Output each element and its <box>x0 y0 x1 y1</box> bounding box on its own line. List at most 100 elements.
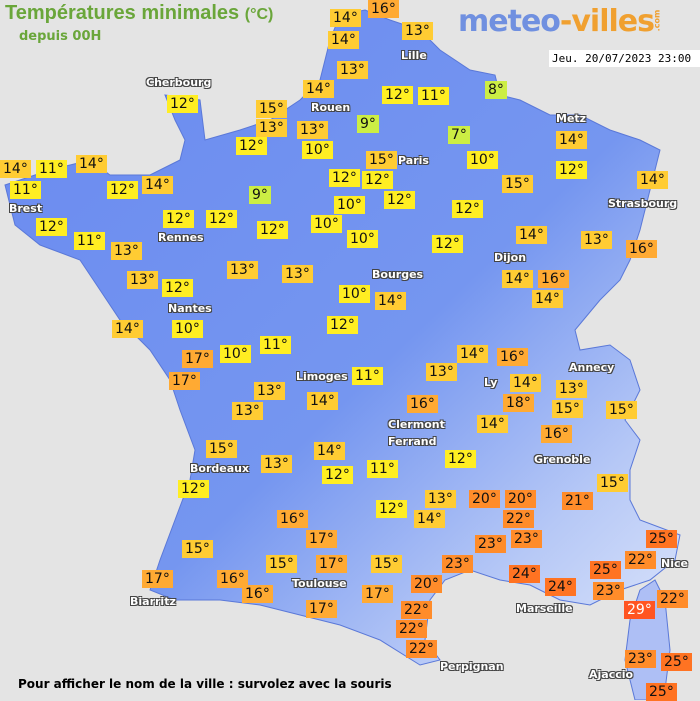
temperature-label[interactable]: 13° <box>556 380 587 398</box>
city-label[interactable]: Grenoble <box>534 453 591 466</box>
temperature-label[interactable]: 15° <box>502 175 533 193</box>
temperature-label[interactable]: 13° <box>227 261 258 279</box>
temperature-label[interactable]: 13° <box>337 61 368 79</box>
temperature-label[interactable]: 7° <box>448 126 470 144</box>
temperature-label[interactable]: 14° <box>477 415 508 433</box>
temperature-label[interactable]: 14° <box>637 171 668 189</box>
city-label[interactable]: Nantes <box>168 302 212 315</box>
temperature-label[interactable]: 12° <box>445 450 476 468</box>
city-label[interactable]: Toulouse <box>292 577 347 590</box>
temperature-label[interactable]: 13° <box>282 265 313 283</box>
temperature-label[interactable]: 13° <box>426 363 457 381</box>
temperature-label[interactable]: 11° <box>10 181 41 199</box>
temperature-label[interactable]: 22° <box>401 601 432 619</box>
temperature-label[interactable]: 22° <box>657 590 688 608</box>
temperature-label[interactable]: 16° <box>368 0 399 18</box>
city-label[interactable]: Marseille <box>516 602 573 615</box>
temperature-label[interactable]: 14° <box>510 374 541 392</box>
temperature-label[interactable]: 15° <box>206 440 237 458</box>
temperature-label[interactable]: 23° <box>593 582 624 600</box>
temperature-label[interactable]: 25° <box>646 683 677 701</box>
temperature-label[interactable]: 12° <box>178 480 209 498</box>
temperature-label[interactable]: 10° <box>467 151 498 169</box>
temperature-label[interactable]: 17° <box>182 350 213 368</box>
temperature-label[interactable]: 20° <box>505 490 536 508</box>
temperature-label[interactable]: 14° <box>556 131 587 149</box>
temperature-label[interactable]: 11° <box>367 460 398 478</box>
temperature-label[interactable]: 13° <box>297 121 328 139</box>
temperature-label[interactable]: 9° <box>249 186 271 204</box>
temperature-label[interactable]: 22° <box>625 551 656 569</box>
temperature-label[interactable]: 13° <box>127 271 158 289</box>
temperature-label[interactable]: 12° <box>452 200 483 218</box>
temperature-label[interactable]: 21° <box>562 492 593 510</box>
city-label[interactable]: Annecy <box>569 361 615 374</box>
temperature-label[interactable]: 10° <box>220 345 251 363</box>
city-label[interactable]: Limoges <box>296 370 348 383</box>
temperature-label[interactable]: 13° <box>261 455 292 473</box>
temperature-label[interactable]: 22° <box>503 510 534 528</box>
temperature-label[interactable]: 15° <box>266 555 297 573</box>
city-label[interactable]: Strasbourg <box>608 197 678 210</box>
temperature-label[interactable]: 12° <box>162 279 193 297</box>
temperature-label[interactable]: 11° <box>74 232 105 250</box>
temperature-label[interactable]: 23° <box>442 555 473 573</box>
city-label[interactable]: Bordeaux <box>190 462 250 475</box>
temperature-label[interactable]: 14° <box>112 320 143 338</box>
temperature-label[interactable]: 24° <box>509 565 540 583</box>
city-label[interactable]: Brest <box>9 202 43 215</box>
temperature-label[interactable]: 12° <box>163 210 194 228</box>
temperature-label[interactable]: 22° <box>406 640 437 658</box>
temperature-label[interactable]: 11° <box>352 367 383 385</box>
temperature-label[interactable]: 12° <box>376 500 407 518</box>
temperature-label[interactable]: 8° <box>485 81 507 99</box>
city-label[interactable]: Cherbourg <box>146 76 212 89</box>
temperature-label[interactable]: 16° <box>217 570 248 588</box>
temperature-label[interactable]: 17° <box>306 600 337 618</box>
temperature-label[interactable]: 14° <box>375 292 406 310</box>
temperature-label[interactable]: 13° <box>402 22 433 40</box>
temperature-label[interactable]: 12° <box>167 95 198 113</box>
temperature-label[interactable]: 12° <box>36 218 67 236</box>
temperature-label[interactable]: 23° <box>475 535 506 553</box>
city-label[interactable]: Paris <box>398 154 429 167</box>
city-label[interactable]: Perpignan <box>440 660 504 673</box>
city-label[interactable]: Dijon <box>494 251 527 264</box>
temperature-label[interactable]: 14° <box>142 176 173 194</box>
temperature-label[interactable]: 10° <box>302 141 333 159</box>
city-label[interactable]: Metz <box>556 112 587 125</box>
temperature-label[interactable]: 16° <box>626 240 657 258</box>
temperature-label[interactable]: 12° <box>206 210 237 228</box>
city-label[interactable]: Lille <box>401 49 427 62</box>
temperature-label[interactable]: 15° <box>366 151 397 169</box>
temperature-label[interactable]: 12° <box>329 169 360 187</box>
city-label[interactable]: Ajaccio <box>589 668 634 681</box>
temperature-label[interactable]: 11° <box>418 87 449 105</box>
temperature-label[interactable]: 15° <box>552 400 583 418</box>
city-label[interactable]: Clermont <box>388 418 445 431</box>
temperature-label[interactable]: 16° <box>407 395 438 413</box>
temperature-label[interactable]: 25° <box>646 530 677 548</box>
temperature-label[interactable]: 15° <box>606 401 637 419</box>
temperature-label[interactable]: 14° <box>328 31 359 49</box>
temperature-label[interactable]: 24° <box>545 578 576 596</box>
temperature-label[interactable]: 14° <box>457 345 488 363</box>
temperature-label[interactable]: 12° <box>432 235 463 253</box>
temperature-label[interactable]: 16° <box>541 425 572 443</box>
temperature-label[interactable]: 17° <box>362 585 393 603</box>
temperature-label[interactable]: 13° <box>254 382 285 400</box>
temperature-label[interactable]: 25° <box>661 653 692 671</box>
meteo-villes-logo[interactable]: meteo-villes .com <box>458 4 662 39</box>
temperature-label[interactable]: 13° <box>232 402 263 420</box>
temperature-label[interactable]: 11° <box>260 336 291 354</box>
temperature-label[interactable]: 17° <box>169 372 200 390</box>
temperature-label[interactable]: 12° <box>236 137 267 155</box>
temperature-label[interactable]: 13° <box>581 231 612 249</box>
temperature-label[interactable]: 16° <box>497 348 528 366</box>
temperature-label[interactable]: 22° <box>396 620 427 638</box>
temperature-label[interactable]: 20° <box>469 490 500 508</box>
temperature-label[interactable]: 29° <box>624 601 655 619</box>
temperature-label[interactable]: 14° <box>532 290 563 308</box>
temperature-label[interactable]: 14° <box>303 80 334 98</box>
temperature-label[interactable]: 10° <box>334 196 365 214</box>
